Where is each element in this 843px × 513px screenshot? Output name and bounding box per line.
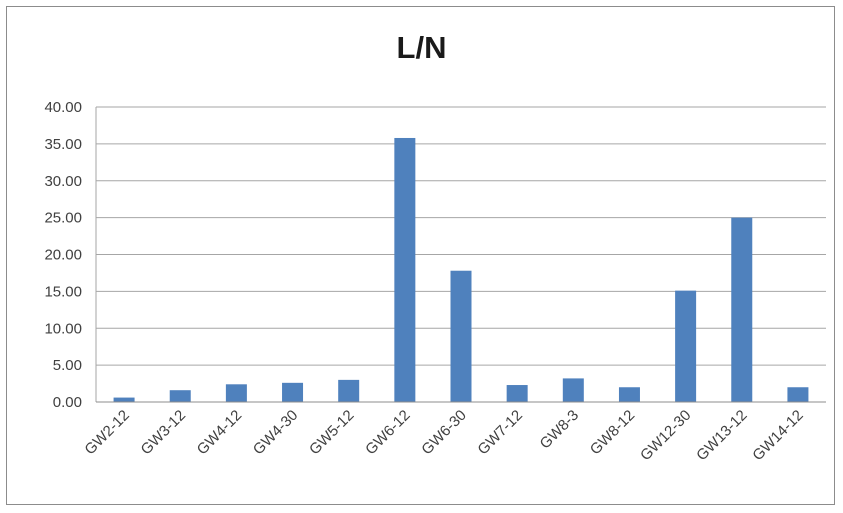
chart-title: L/N (396, 30, 447, 65)
x-category-label: GW5-12 (306, 407, 358, 459)
bar-gw8-12 (618, 387, 640, 402)
x-category-label: GW3-12 (138, 407, 190, 459)
bar-gw2-12 (113, 397, 135, 402)
y-tick-label: 40.00 (44, 99, 82, 116)
bar-gw6-12 (394, 137, 416, 402)
chart-frame (6, 6, 835, 505)
bar-gw8-3 (562, 378, 584, 402)
x-axis: GW2-12 GW3-12 GW4-12 GW4-30 GW5-12 GW6-12 GW6-… (81, 401, 826, 464)
bars (113, 137, 809, 402)
y-axis: 0.00 5.00 10.00 15.00 20.00 25.00 30.00 35.00 40… (44, 99, 97, 411)
bar-gw14-12 (787, 387, 809, 402)
bar-gw5-12 (338, 379, 360, 402)
y-tick-label: 20.00 (44, 247, 82, 264)
y-tick-label: 5.00 (53, 357, 82, 374)
bar-gw4-12 (225, 384, 247, 402)
bar-gw3-12 (169, 390, 191, 402)
x-category-label: GW6-30 (418, 407, 470, 459)
x-category-label: GW4-12 (194, 407, 246, 459)
bar-gw12-30 (675, 290, 697, 402)
x-category-label: GW8-12 (587, 407, 639, 459)
x-category-label: GW13-12 (693, 407, 750, 464)
x-category-label: GW7-12 (474, 407, 526, 459)
y-tick-label: 35.00 (44, 136, 82, 153)
x-category-label: GW6-12 (362, 407, 414, 459)
bar-gw13-12 (731, 217, 753, 402)
bar-gw7-12 (506, 385, 528, 402)
bar-gw6-30 (450, 270, 472, 402)
bar-gw4-30 (282, 382, 304, 402)
x-category-label: GW8-3 (537, 407, 583, 453)
x-category-label: GW2-12 (81, 407, 133, 459)
y-tick-label: 30.00 (44, 173, 82, 190)
y-tick-label: 25.00 (44, 210, 82, 227)
y-tick-label: 15.00 (44, 283, 82, 300)
y-tick-label: 0.00 (53, 394, 82, 411)
x-category-label: GW14-12 (749, 407, 806, 464)
x-category-label: GW12-30 (637, 407, 694, 464)
y-tick-label: 10.00 (44, 320, 82, 337)
x-category-label: GW4-30 (250, 407, 302, 459)
